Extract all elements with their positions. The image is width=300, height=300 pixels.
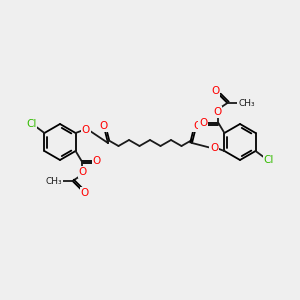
Text: CH₃: CH₃	[45, 176, 62, 185]
Text: O: O	[193, 121, 201, 131]
Text: O: O	[79, 167, 87, 177]
Text: O: O	[99, 121, 107, 131]
Text: CH₃: CH₃	[238, 98, 255, 107]
Text: O: O	[92, 156, 101, 166]
Text: O: O	[210, 143, 218, 153]
Text: O: O	[213, 107, 221, 117]
Text: Cl: Cl	[263, 155, 274, 165]
Text: O: O	[80, 188, 89, 198]
Text: Cl: Cl	[26, 119, 37, 129]
Text: O: O	[82, 125, 90, 135]
Text: O: O	[199, 118, 208, 128]
Text: O: O	[211, 86, 220, 96]
